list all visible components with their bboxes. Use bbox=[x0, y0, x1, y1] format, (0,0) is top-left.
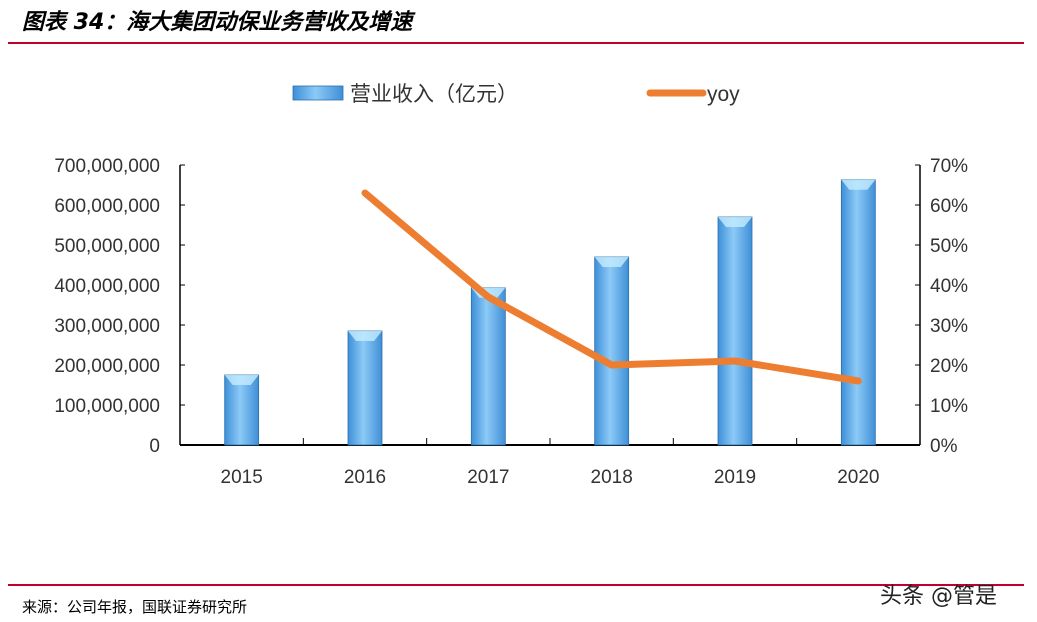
legend-line-label: yoy bbox=[707, 83, 740, 106]
right-tick-label: 50% bbox=[930, 236, 968, 257]
left-tick-label: 300,000,000 bbox=[54, 316, 160, 337]
x-tick-label: 2016 bbox=[344, 467, 386, 488]
right-tick-label: 40% bbox=[930, 276, 968, 297]
right-tick-label: 60% bbox=[930, 196, 968, 217]
bar bbox=[594, 256, 630, 446]
left-tick-label: 500,000,000 bbox=[54, 236, 160, 257]
bar-highlight bbox=[224, 375, 259, 385]
bar-highlight bbox=[841, 179, 876, 190]
source-note: 来源：公司年报，国联证券研究所 bbox=[22, 598, 248, 616]
bar bbox=[840, 179, 876, 446]
right-tick-label: 70% bbox=[930, 156, 968, 177]
left-tick-label: 200,000,000 bbox=[54, 356, 160, 377]
x-tick-label: 2019 bbox=[714, 467, 756, 488]
bar bbox=[470, 287, 506, 446]
right-tick-label: 20% bbox=[930, 356, 968, 377]
left-tick-label: 400,000,000 bbox=[54, 276, 160, 297]
x-tick-label: 2017 bbox=[467, 467, 509, 488]
watermark: 头条 @管是 bbox=[880, 584, 997, 609]
right-tick-label: 0% bbox=[930, 436, 958, 457]
bar-highlight bbox=[348, 331, 382, 341]
figure-title: 图表 34：海大集团动保业务营收及增速 bbox=[22, 10, 413, 35]
legend-bar-label: 营业收入（亿元） bbox=[350, 83, 518, 106]
left-tick-label: 700,000,000 bbox=[54, 156, 160, 177]
bar bbox=[224, 374, 260, 446]
left-tick-label: 600,000,000 bbox=[54, 196, 160, 217]
x-tick-label: 2018 bbox=[591, 467, 633, 488]
top-rule bbox=[8, 42, 1024, 44]
x-tick-label: 2020 bbox=[837, 467, 879, 488]
right-tick-label: 30% bbox=[930, 316, 968, 337]
bar bbox=[717, 216, 753, 446]
bar bbox=[347, 330, 383, 446]
bar-highlight bbox=[718, 217, 752, 227]
bar-highlight bbox=[594, 257, 629, 267]
x-tick-label: 2015 bbox=[221, 467, 263, 488]
right-tick-label: 10% bbox=[930, 396, 968, 417]
left-tick-label: 0 bbox=[149, 436, 160, 457]
legend-bar-swatch bbox=[292, 85, 344, 101]
left-tick-label: 100,000,000 bbox=[54, 396, 160, 417]
bottom-rule bbox=[8, 584, 1024, 586]
